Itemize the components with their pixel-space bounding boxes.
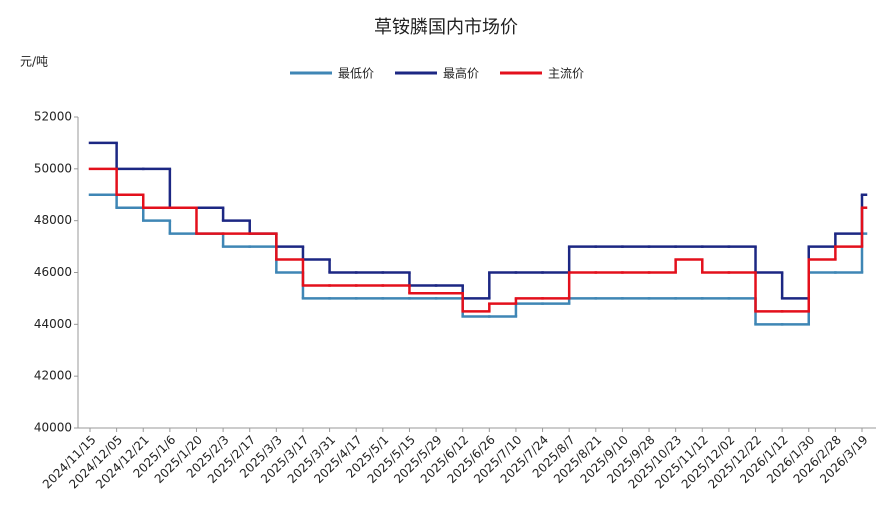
y-tick-label: 50000 [34, 161, 72, 175]
legend-label: 主流价 [548, 67, 584, 81]
legend-label: 最高价 [443, 66, 479, 81]
y-tick-label: 44000 [34, 317, 72, 331]
chart-title: 草铵膦国内市场价 [374, 17, 518, 38]
legend-label: 最低价 [338, 67, 374, 81]
y-tick-label: 48000 [34, 213, 72, 227]
series [88, 193, 868, 326]
series [88, 167, 868, 313]
y-axis-unit: 元/吨 [20, 55, 48, 69]
y-tick-label: 42000 [34, 369, 72, 383]
y-tick-label: 40000 [34, 421, 72, 435]
y-tick-label: 46000 [34, 265, 72, 279]
y-tick-label: 52000 [34, 110, 72, 124]
series [88, 141, 868, 300]
